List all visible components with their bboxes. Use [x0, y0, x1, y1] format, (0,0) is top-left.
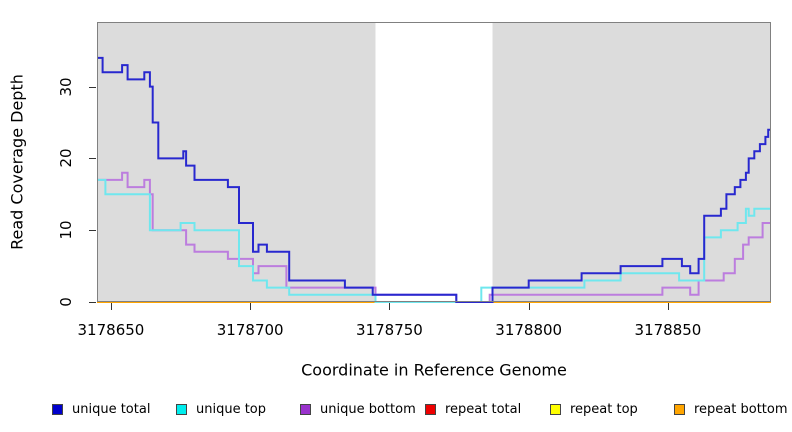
legend-label: repeat total — [445, 401, 522, 417]
legend-item-repeat-total: repeat total — [425, 401, 522, 417]
series-line-unique-bottom — [97, 171, 771, 303]
plot-border — [97, 22, 771, 302]
gap-region — [375, 22, 493, 302]
legend-item-repeat-bottom: repeat bottom — [674, 401, 788, 417]
legend-swatch-icon — [176, 403, 187, 415]
x-tick-label: 3178700 — [216, 321, 284, 339]
legend-item-repeat-top: repeat top — [550, 401, 638, 417]
legend-item-unique-top: unique top — [176, 401, 267, 417]
x-tick-label: 3178650 — [77, 321, 145, 339]
x-tick-label: 3178850 — [634, 321, 702, 339]
legend-item-unique-total: unique total — [52, 401, 151, 417]
legend-label: unique bottom — [320, 401, 416, 417]
x-tick-label: 3178750 — [356, 321, 423, 339]
legend-swatch-icon — [550, 403, 561, 415]
x-tick-label: 3178800 — [495, 321, 563, 339]
legend-label: repeat bottom — [694, 401, 788, 417]
series-line-unique-top — [97, 178, 771, 303]
legend-item-unique-bottom: unique bottom — [300, 401, 416, 417]
legend-swatch-icon — [52, 403, 63, 415]
legend-swatch-icon — [300, 403, 311, 415]
legend-label: unique top — [196, 401, 267, 417]
legend-swatch-icon — [674, 403, 685, 415]
legend-label: repeat top — [570, 401, 638, 417]
legend-label: unique total — [72, 401, 151, 417]
x-axis-title: Coordinate in Reference Genome — [301, 360, 567, 380]
legend-swatch-icon — [425, 403, 436, 415]
